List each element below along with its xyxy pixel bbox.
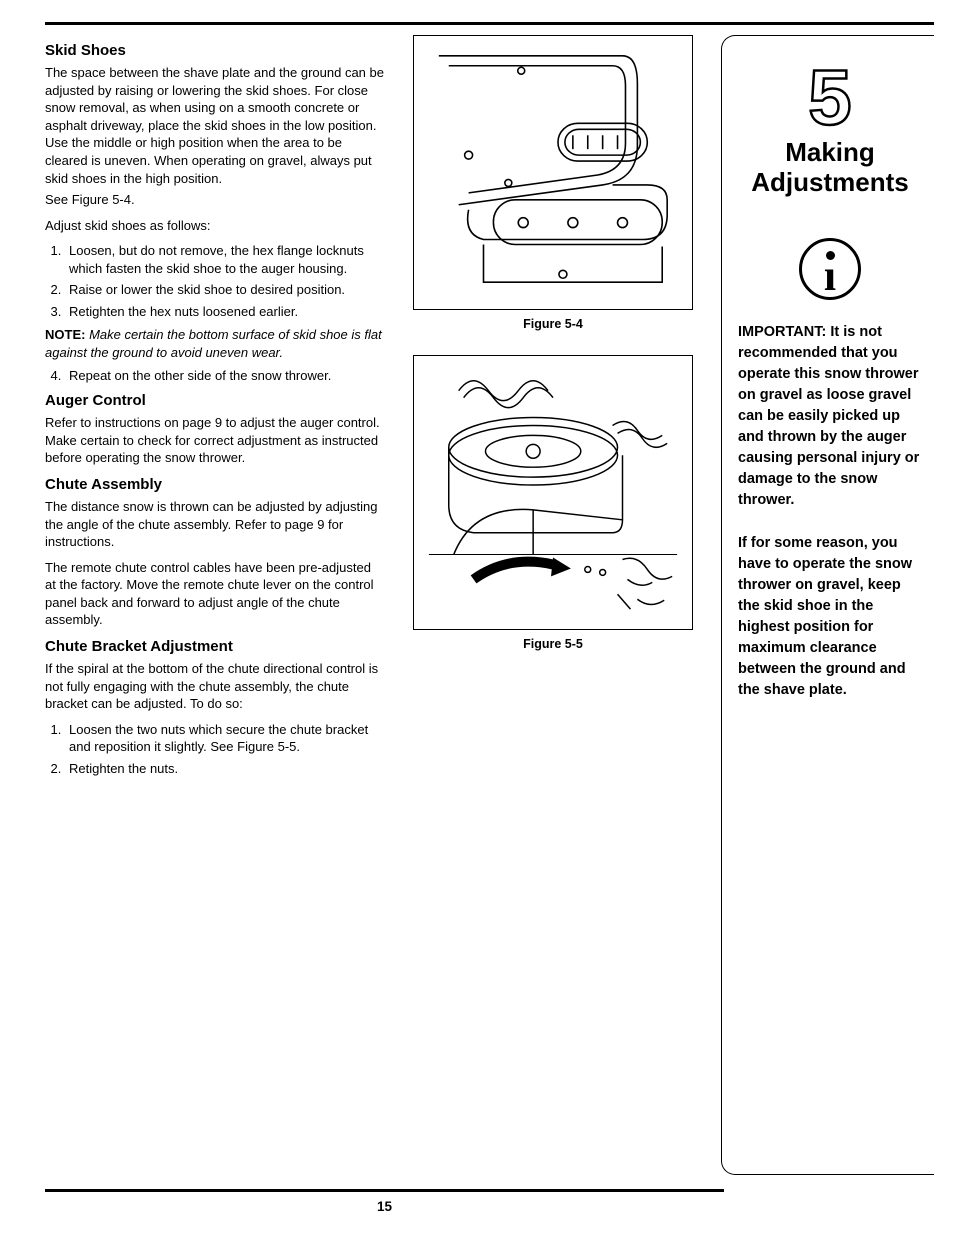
- note-text: Make certain the bottom surface of skid …: [45, 327, 382, 360]
- chute-asm-p1: The distance snow is thrown can be adjus…: [45, 498, 385, 551]
- top-rule: [45, 22, 934, 25]
- sidebar-important-2: If for some reason, you have to operate …: [738, 533, 922, 701]
- figure-5-4-image: [413, 35, 693, 310]
- skid-paragraph: The space between the shave plate and th…: [45, 64, 385, 187]
- heading-chute-bracket: Chute Bracket Adjustment: [45, 637, 385, 657]
- heading-auger-control: Auger Control: [45, 391, 385, 411]
- page-number: 15: [45, 1198, 724, 1216]
- skid-steps-list-2: Repeat on the other side of the snow thr…: [65, 367, 385, 385]
- chute-asm-p2: The remote chute control cables have bee…: [45, 559, 385, 629]
- chapter-sidebar: 5 Making Adjustments ı IMPORTANT: It is …: [721, 35, 934, 1175]
- heading-chute-assembly: Chute Assembly: [45, 475, 385, 495]
- note-label: NOTE:: [45, 327, 85, 342]
- skid-steps-list: Loosen, but do not remove, the hex flang…: [65, 242, 385, 320]
- skid-step-2: Raise or lower the skid shoe to desired …: [65, 281, 385, 299]
- chapter-number: 5: [808, 58, 851, 136]
- skid-step-3: Retighten the hex nuts loosened earlier.: [65, 303, 385, 321]
- chute-brk-steps: Loosen the two nuts which secure the chu…: [65, 721, 385, 778]
- heading-skid-shoes: Skid Shoes: [45, 41, 385, 61]
- chute-brk-step-2: Retighten the nuts.: [65, 760, 385, 778]
- figure-5-5-image: [413, 355, 693, 630]
- skid-lead: Adjust skid shoes as follows:: [45, 217, 385, 235]
- chute-brk-p1: If the spiral at the bottom of the chute…: [45, 660, 385, 713]
- auger-paragraph: Refer to instructions on page 9 to adjus…: [45, 414, 385, 467]
- chute-brk-step-1: Loosen the two nuts which secure the chu…: [65, 721, 385, 756]
- main-text-column: Skid Shoes The space between the shave p…: [45, 35, 385, 1175]
- figures-column: Figure 5-4: [403, 35, 703, 1175]
- bottom-rule: [45, 1189, 724, 1192]
- info-icon: ı: [799, 238, 861, 300]
- figure-5-5-caption: Figure 5-5: [403, 636, 703, 653]
- skid-note: NOTE: Make certain the bottom surface of…: [45, 326, 385, 361]
- skid-see-figure: See Figure 5-4.: [45, 191, 385, 209]
- chapter-title: Making Adjustments: [751, 138, 908, 198]
- skid-step-4: Repeat on the other side of the snow thr…: [65, 367, 385, 385]
- chapter-title-line-1: Making: [785, 137, 875, 167]
- sidebar-important-1: IMPORTANT: It is not recommended that yo…: [738, 322, 922, 511]
- figure-5-4-caption: Figure 5-4: [403, 316, 703, 333]
- skid-step-1: Loosen, but do not remove, the hex flang…: [65, 242, 385, 277]
- chapter-title-line-2: Adjustments: [751, 167, 908, 197]
